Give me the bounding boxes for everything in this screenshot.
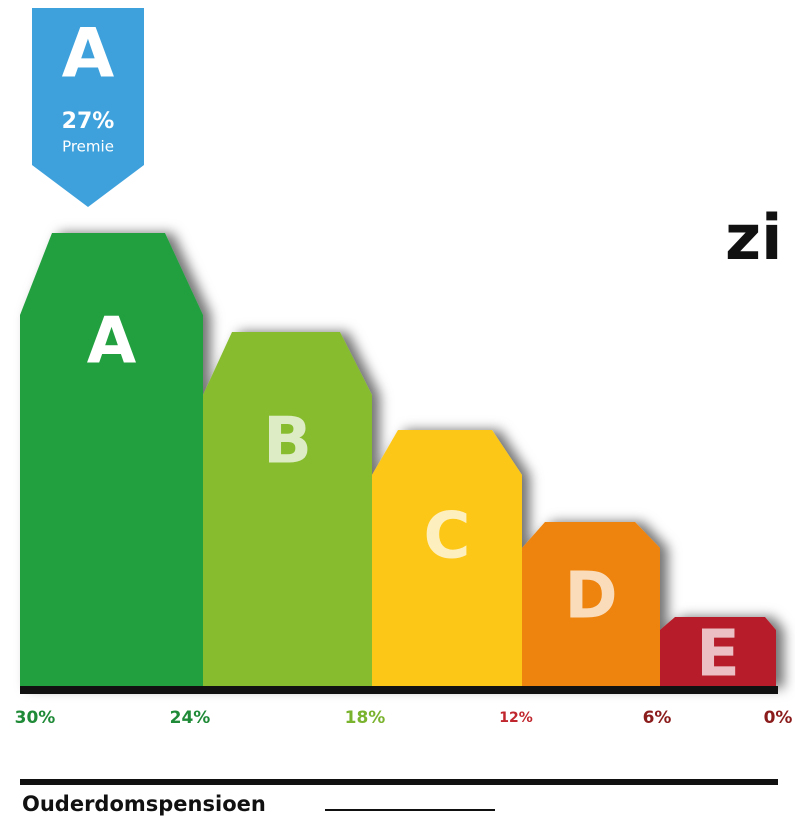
baseline [20,686,778,694]
bar [20,233,203,688]
scale-label: 6% [643,708,672,728]
badge-letter: A [62,15,115,94]
bar-letter: E [696,618,740,692]
side-text: zi [725,201,782,274]
bar-letter: A [87,305,137,379]
scale-label: 12% [499,710,533,726]
badge-value: 27% [62,109,115,134]
footer-label: Ouderdomspensioen [22,792,266,816]
bar [372,430,522,688]
bar [203,332,372,688]
scale-label: 18% [345,708,386,728]
bar-letter: D [564,560,617,634]
scale-label: 0% [764,708,793,728]
badge-label: Premie [62,138,114,156]
scale-label: 24% [170,708,211,728]
bar-letter: C [424,500,471,574]
bar [522,522,660,688]
scale-label: 30% [15,708,56,728]
footer-blank [325,809,495,811]
badge: A 27% Premie [32,8,144,207]
bar [660,617,776,688]
footer-rule [20,779,778,785]
bar-letter: B [263,405,312,479]
badge-shape [32,8,144,207]
